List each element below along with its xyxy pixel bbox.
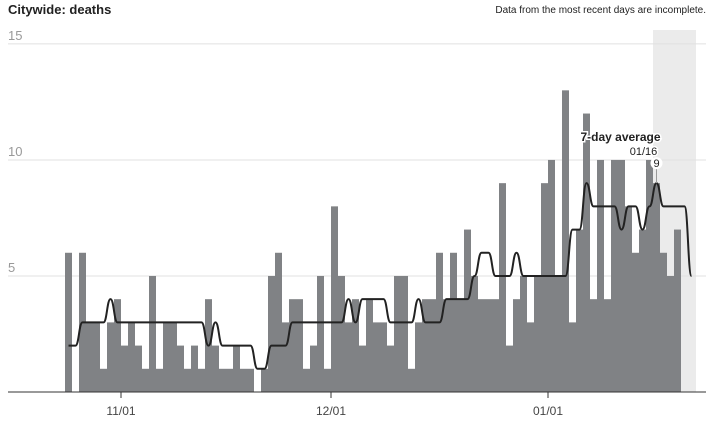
annotation-label: 7-day average xyxy=(580,130,660,144)
bar xyxy=(499,183,506,392)
bar xyxy=(590,299,597,392)
bar xyxy=(555,275,562,392)
bar xyxy=(65,252,72,392)
annotation-date: 01/16 xyxy=(630,146,658,158)
bar xyxy=(373,322,380,392)
bar xyxy=(317,275,324,392)
bar xyxy=(583,113,590,393)
bar xyxy=(86,322,93,392)
bar xyxy=(114,299,121,392)
y-tick-label: 10 xyxy=(8,144,22,159)
bar xyxy=(611,159,618,392)
bar xyxy=(597,159,604,392)
bar xyxy=(394,275,401,392)
bar xyxy=(639,229,646,392)
bar xyxy=(632,252,639,392)
bar xyxy=(625,206,632,392)
bar xyxy=(331,206,338,392)
bar xyxy=(100,368,107,392)
bar xyxy=(268,275,275,392)
bar xyxy=(541,183,548,392)
bar xyxy=(324,368,331,392)
bar xyxy=(667,275,674,392)
average-line xyxy=(68,182,693,370)
bar xyxy=(338,275,345,392)
bar xyxy=(387,345,394,392)
bar xyxy=(513,299,520,392)
bar xyxy=(653,183,660,392)
bar xyxy=(289,299,296,392)
bar xyxy=(618,159,625,392)
annotation-badge xyxy=(650,157,663,170)
bar xyxy=(170,322,177,392)
bar xyxy=(464,229,471,392)
bar xyxy=(429,299,436,392)
y-tick-label: 15 xyxy=(8,28,22,43)
bar xyxy=(408,368,415,392)
bar xyxy=(128,322,135,392)
bar xyxy=(471,275,478,392)
y-tick-label: 5 xyxy=(8,260,15,275)
bar xyxy=(576,229,583,392)
bar xyxy=(310,345,317,392)
bar xyxy=(212,345,219,392)
bar xyxy=(345,322,352,392)
bar xyxy=(366,299,373,392)
bar xyxy=(380,322,387,392)
bar xyxy=(492,299,499,392)
annotation-value: 9 xyxy=(653,158,659,170)
bar xyxy=(163,322,170,392)
bar xyxy=(401,275,408,392)
chart-subtitle: Data from the most recent days are incom… xyxy=(495,5,706,16)
x-tick-label: 11/01 xyxy=(106,404,135,418)
bar xyxy=(450,252,457,392)
bar xyxy=(135,345,142,392)
bar xyxy=(660,252,667,392)
bar xyxy=(282,322,289,392)
chart-title: Citywide: deaths xyxy=(8,2,111,17)
bar xyxy=(261,368,268,392)
bar xyxy=(604,299,611,392)
bar xyxy=(478,299,485,392)
bar xyxy=(240,368,247,392)
bar xyxy=(352,299,359,392)
bar xyxy=(569,322,576,392)
bar xyxy=(415,322,422,392)
bar xyxy=(485,299,492,392)
bar xyxy=(674,229,681,392)
bar xyxy=(520,275,527,392)
bar xyxy=(296,299,303,392)
bar xyxy=(191,345,198,392)
bar xyxy=(107,322,114,392)
bar xyxy=(303,368,310,392)
bar xyxy=(149,275,156,392)
bar xyxy=(184,368,191,392)
bar xyxy=(646,159,653,392)
bar xyxy=(226,368,233,392)
bar xyxy=(359,345,366,392)
bar xyxy=(562,90,569,392)
bar xyxy=(457,299,464,392)
bar xyxy=(275,252,282,392)
bar xyxy=(121,345,128,392)
bar xyxy=(177,345,184,392)
bar xyxy=(534,275,541,392)
bar xyxy=(219,368,226,392)
bar xyxy=(443,299,450,392)
bar xyxy=(93,322,100,392)
bar xyxy=(156,368,163,392)
x-tick-label: 12/01 xyxy=(316,404,346,418)
x-tick-label: 01/01 xyxy=(533,404,563,418)
bar xyxy=(198,368,205,392)
bar xyxy=(233,345,240,392)
bar xyxy=(422,299,429,392)
bar xyxy=(527,322,534,392)
bar xyxy=(506,345,513,392)
bar xyxy=(247,368,254,392)
bar xyxy=(142,368,149,392)
